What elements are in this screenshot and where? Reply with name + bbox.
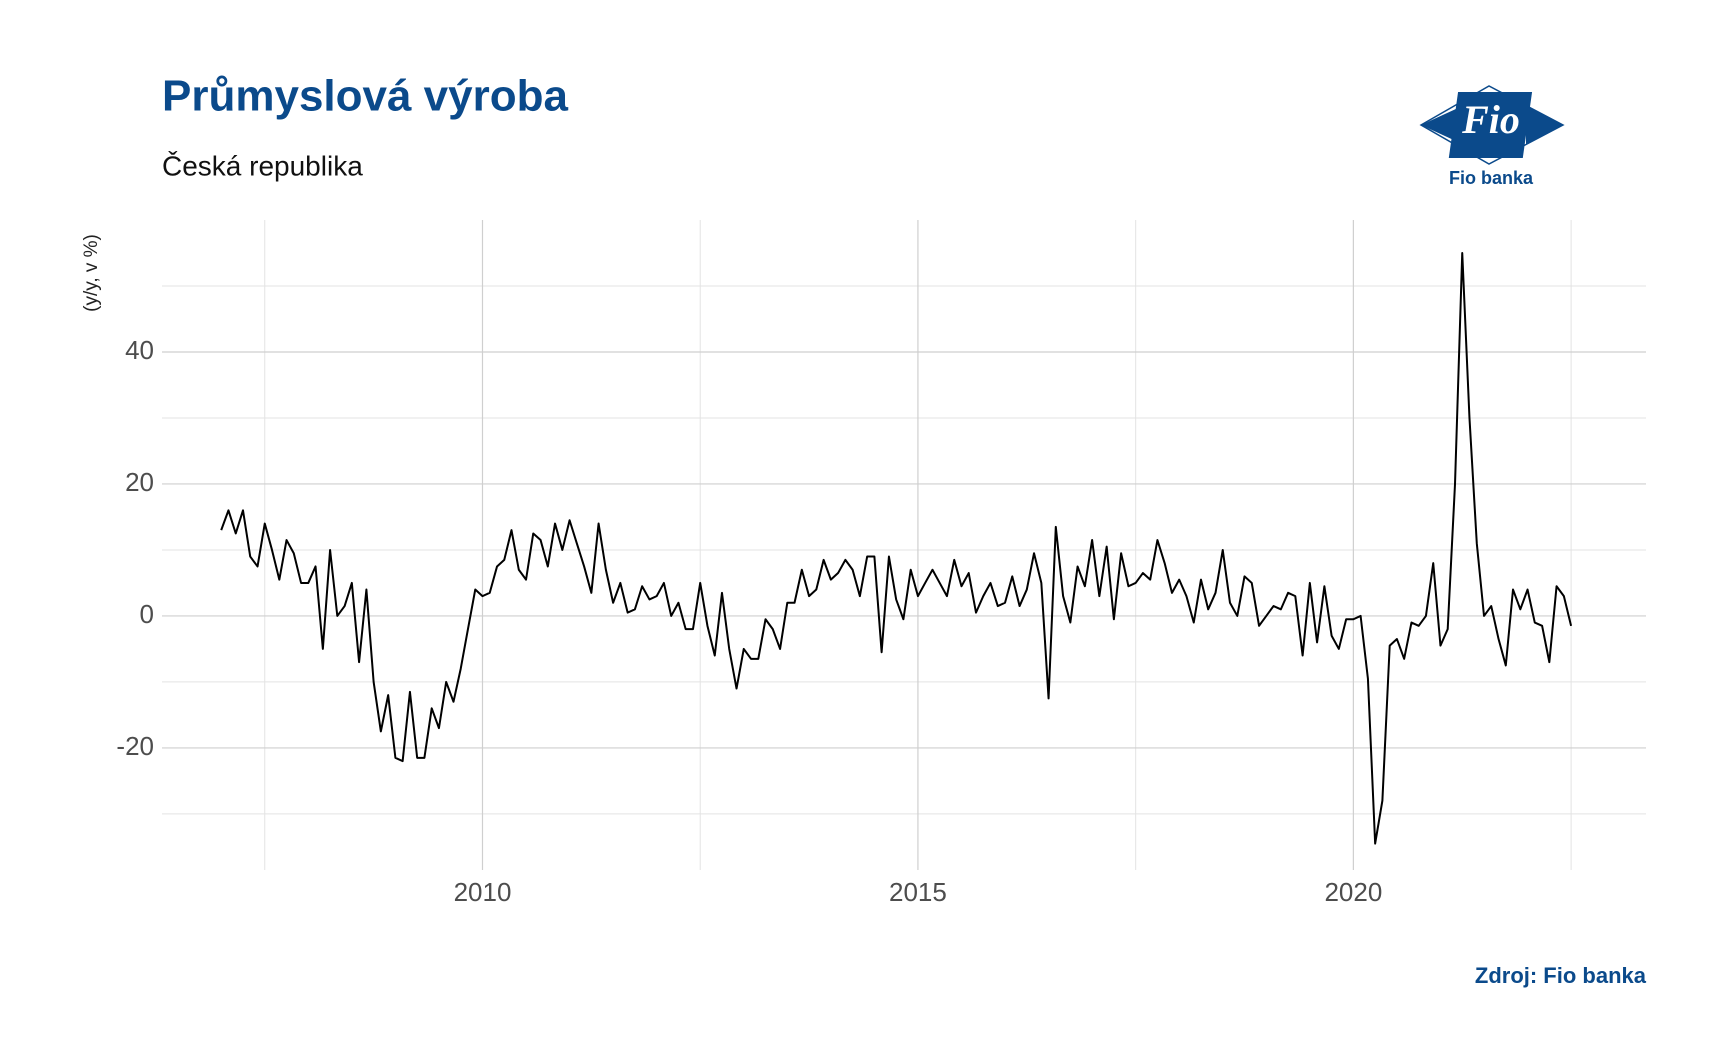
logo-flag	[1448, 92, 1533, 158]
logo-mark: Fio	[1461, 97, 1520, 142]
y-tick-label: 20	[125, 467, 154, 497]
logo: Fio Fio banka	[1419, 85, 1565, 188]
logo-left	[1421, 108, 1458, 142]
source: Zdroj: Fio banka	[1475, 963, 1647, 988]
x-tick-label: 2010	[454, 877, 512, 907]
line-series	[220, 251, 1573, 845]
y-tick-label: -20	[116, 731, 154, 761]
y-axis-label: (y/y, v %)	[81, 234, 102, 312]
logo-right	[1526, 106, 1563, 144]
chart-title: Průmyslová výroba	[162, 72, 568, 121]
y-tick-label: 0	[140, 599, 154, 629]
logo-caption: Fio banka	[1449, 168, 1534, 188]
x-tick-label: 2015	[889, 877, 947, 907]
y-tick-label: 40	[125, 335, 154, 365]
chart-subtitle: Česká republika	[162, 150, 363, 181]
x-tick-label: 2020	[1324, 877, 1382, 907]
